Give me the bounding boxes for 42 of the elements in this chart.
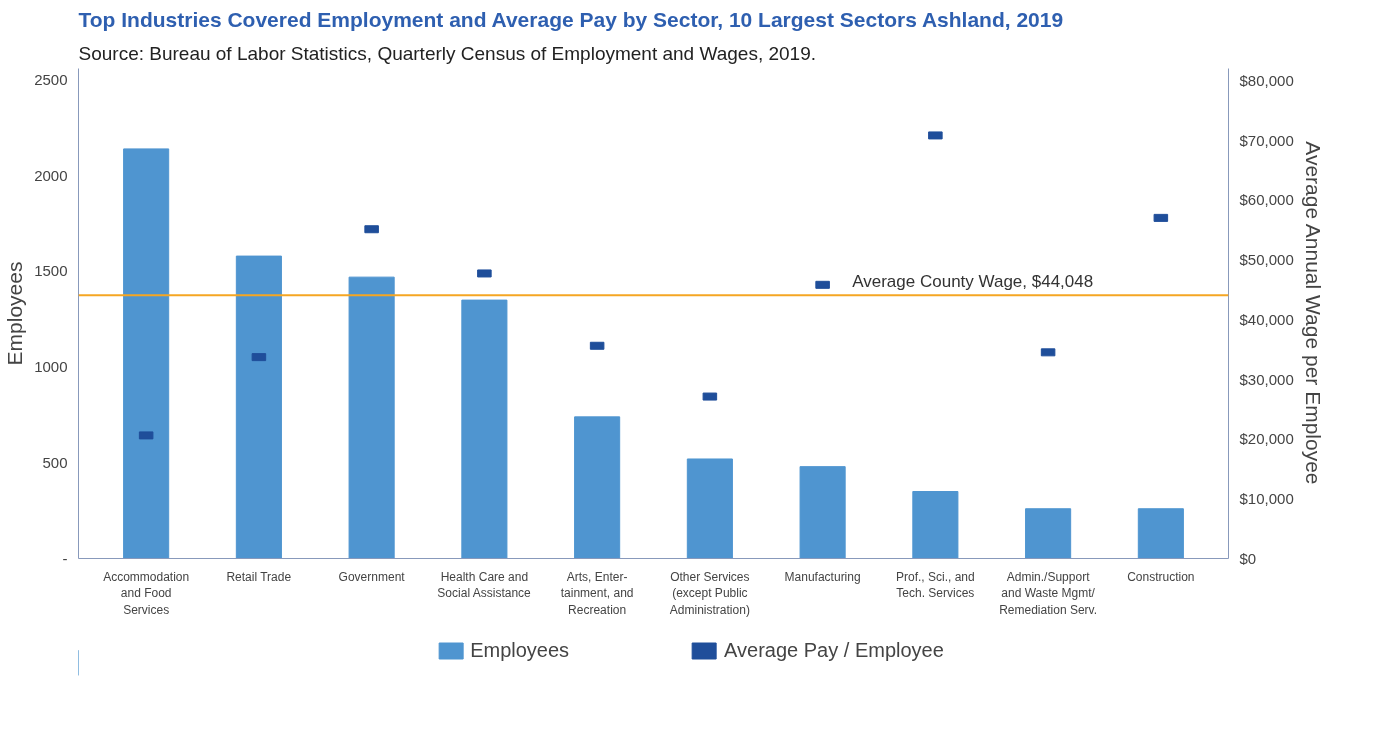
y2-tick-label: $80,000: [1239, 71, 1294, 89]
chart-subtitle: Source: Bureau of Labor Statistics, Quarterly Census of Employment and Wages, 2019.: [78, 42, 817, 64]
y2-tick-label: $40,000: [1239, 310, 1294, 328]
y2-tick-label: $30,000: [1239, 370, 1294, 388]
y2-tick-label: $70,000: [1239, 131, 1294, 149]
x-tick-label: Health Care and Social Assistance: [437, 569, 532, 601]
chart-title: Top Industries Covered Employment and Average Pay by Sector, 10 Largest Sectors Ashland, 2019: [78, 7, 1064, 31]
y2-tick-label: $20,000: [1239, 430, 1294, 448]
bar: [912, 491, 959, 559]
bar: [686, 458, 733, 559]
legend-label: Average Pay / Employee: [724, 638, 944, 662]
bar: [574, 416, 621, 559]
bar: [461, 299, 508, 559]
bar: [1137, 508, 1184, 559]
y2-tick-label: $10,000: [1239, 490, 1294, 508]
x-tick-label: Admin./Support and Waste Mgmt/ Remediation Serv.: [999, 569, 1098, 618]
bar: [1025, 508, 1072, 559]
x-tick-label: Retail Trade: [226, 569, 292, 584]
bar: [123, 148, 170, 559]
y-tick-label: 500: [42, 453, 68, 471]
x-tick-label: Government: [338, 569, 406, 584]
ref-line-label: Average County Wage, $44,048: [852, 272, 1094, 292]
y-tick-label: 2500: [34, 70, 68, 88]
bar: [348, 276, 395, 559]
y-axis-title: Employees: [3, 261, 27, 366]
bar: [235, 255, 282, 559]
x-tick-label: Manufacturing: [784, 569, 861, 584]
y2-axis-title: Average Annual Wage per Employee: [1301, 141, 1325, 485]
y2-tick-label: $60,000: [1239, 191, 1294, 209]
y-tick-label: 1000: [34, 358, 68, 376]
x-tick-label: Arts, Enter- tainment, and Recreation: [560, 569, 634, 618]
x-tick-label: Prof., Sci., and Tech. Services: [896, 569, 975, 601]
x-tick-label: Other Services (except Public Administration): [669, 569, 750, 618]
x-tick-label: Accommodation and Food Services: [103, 569, 190, 618]
legend-label: Employees: [470, 638, 570, 662]
y-tick-label: -: [62, 549, 68, 567]
y2-tick-label: $50,000: [1239, 251, 1294, 269]
y2-tick-label: $0: [1239, 550, 1257, 567]
y-tick-label: 1500: [34, 262, 68, 280]
bar: [799, 466, 846, 559]
y-tick-label: 2000: [34, 166, 68, 184]
x-tick-label: Construction: [1127, 569, 1195, 584]
